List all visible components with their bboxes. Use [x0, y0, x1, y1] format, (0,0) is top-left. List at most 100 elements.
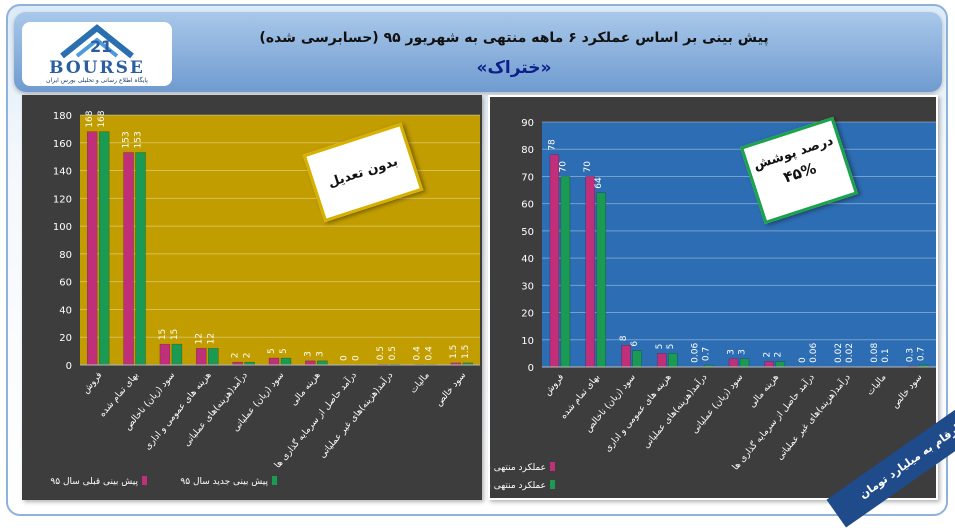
right-category-label: مالیات — [865, 372, 888, 397]
left-bar — [98, 131, 110, 366]
right-data-label: 3 — [738, 349, 748, 355]
left-data-label: 0 — [352, 355, 362, 361]
left-y-tick: 80 — [59, 250, 72, 261]
right-data-label: 0.1 — [881, 348, 891, 362]
left-category-label: مالیات — [409, 370, 432, 395]
left-bar — [196, 348, 207, 366]
right-y-tick: 70 — [521, 172, 534, 183]
left-data-label: 153 — [122, 131, 132, 148]
left-chart-panel: 0 20 40 60 80 100 120 140 160 180 168 168 فروش 153 153… — [22, 95, 482, 500]
right-data-label: 0 — [798, 357, 808, 363]
right-data-label: 0.02 — [845, 343, 855, 363]
left-data-label: 0.4 — [424, 346, 434, 361]
right-data-label: 8 — [619, 335, 629, 341]
right-data-label: 6 — [630, 341, 640, 347]
right-bar — [657, 353, 667, 368]
header-banner: 21 BOURSE پایگاه اطلاع رسانی و تحلیلی بو… — [14, 12, 942, 92]
left-data-label: 2 — [243, 352, 253, 358]
left-bar — [208, 348, 219, 366]
logo-text: BOURSE — [49, 58, 145, 78]
right-bar — [739, 358, 750, 368]
left-data-label: 0.5 — [388, 346, 398, 360]
left-data-label: 15 — [170, 329, 180, 340]
left-data-label: 0.5 — [376, 346, 386, 360]
right-chart-panel: 0 10 20 30 40 50 60 70 80 90 78 70 فروش 70 64 بهای تمام… — [446, 95, 938, 500]
left-category-label: درآمد(هزینه)های عملیاتی — [181, 369, 250, 448]
right-y-tick: 90 — [521, 118, 534, 129]
left-bar — [171, 343, 183, 366]
left-bar — [159, 343, 171, 366]
left-data-label: 1.5 — [461, 345, 471, 359]
right-bar — [560, 176, 571, 368]
left-data-label: 12 — [194, 333, 204, 344]
left-bar — [123, 152, 134, 366]
logo-mark-icon: 21 — [60, 24, 134, 59]
left-y-tick: 140 — [53, 167, 72, 178]
left-data-label: 12 — [206, 333, 216, 344]
right-legend-swatch — [550, 462, 555, 471]
left-data-label: 168 — [85, 110, 95, 127]
right-data-label: 0.7 — [702, 347, 712, 361]
left-y-tick: 60 — [59, 278, 72, 289]
right-bar — [585, 176, 595, 368]
right-bar — [668, 353, 678, 368]
right-data-label: 70 — [558, 161, 568, 173]
left-bar — [305, 360, 316, 366]
left-data-label: 5 — [267, 348, 277, 354]
right-data-label: 0.7 — [917, 347, 927, 361]
right-data-label: 2 — [762, 352, 772, 358]
left-data-label: 1.5 — [449, 345, 459, 359]
left-bar — [268, 357, 280, 366]
right-legend-label: عملکرد منتهی به ۹۴/۰۶/۳۱ — [490, 463, 546, 473]
left-data-label: 0.4 — [412, 346, 422, 361]
left-y-tick: 100 — [53, 222, 72, 233]
logo-subtitle: پایگاه اطلاع رسانی و تحلیلی بورس ایران — [46, 77, 148, 84]
right-category-label: سود خالص — [890, 373, 924, 411]
right-bar — [764, 361, 775, 368]
right-y-tick: 30 — [521, 281, 534, 292]
right-data-label: 64 — [594, 177, 604, 189]
left-bar — [317, 360, 328, 366]
right-bar — [632, 350, 642, 368]
right-category-label: هزینه مالی — [747, 372, 781, 410]
right-category-label: فروش — [543, 373, 566, 398]
right-data-label: 78 — [547, 139, 557, 151]
right-data-label: 0.06 — [809, 343, 819, 363]
right-data-label: 2 — [773, 352, 783, 358]
right-data-label: 0.08 — [870, 342, 880, 362]
page-title: پیش بینی بر اساس عملکرد ۶ ماهه منتهی به … — [259, 30, 769, 46]
right-legend-swatch — [550, 480, 555, 489]
right-legend-label: عملکرد منتهی به ۹۵/۰۶/۳۱ — [490, 481, 546, 491]
bourse-logo: 21 BOURSE پایگاه اطلاع رسانی و تحلیلی بو… — [22, 22, 172, 86]
right-y-tick: 20 — [521, 309, 534, 320]
right-data-label: 70 — [583, 161, 593, 173]
left-plot-area — [80, 115, 480, 365]
right-y-tick: 10 — [521, 336, 534, 347]
right-y-tick: 0 — [528, 363, 534, 374]
left-data-label: 2 — [231, 352, 241, 358]
right-bar — [775, 361, 786, 368]
left-category-label: سود خالص — [434, 371, 468, 409]
left-legend-label: پیش بینی جدید سال ۹۵ — [180, 477, 268, 487]
left-legend-swatch — [272, 476, 277, 485]
left-y-tick: 120 — [53, 194, 72, 205]
left-legend-label: پیش بینی قبلی سال ۹۵ — [50, 477, 138, 487]
right-category-label: درآمد(هزینه)های عملیاتی — [640, 371, 709, 450]
left-data-label: 5 — [279, 348, 289, 354]
right-category-label: هزینه های عمومی و اداری — [603, 372, 674, 454]
right-bar — [596, 192, 606, 368]
right-y-tick: 60 — [521, 200, 534, 211]
left-data-label: 3 — [315, 351, 325, 357]
svg-text:21: 21 — [90, 37, 112, 56]
left-category-label: درآمد(هزینه)های غیر عملیاتی — [316, 369, 395, 460]
right-bar — [728, 358, 739, 368]
left-bar — [86, 131, 98, 366]
right-data-label: 3 — [727, 349, 737, 355]
right-data-label: 0.02 — [834, 343, 844, 363]
right-y-tick: 80 — [521, 145, 534, 156]
left-y-tick: 160 — [53, 139, 72, 150]
left-legend-swatch — [142, 476, 147, 485]
left-data-label: 15 — [158, 329, 168, 340]
